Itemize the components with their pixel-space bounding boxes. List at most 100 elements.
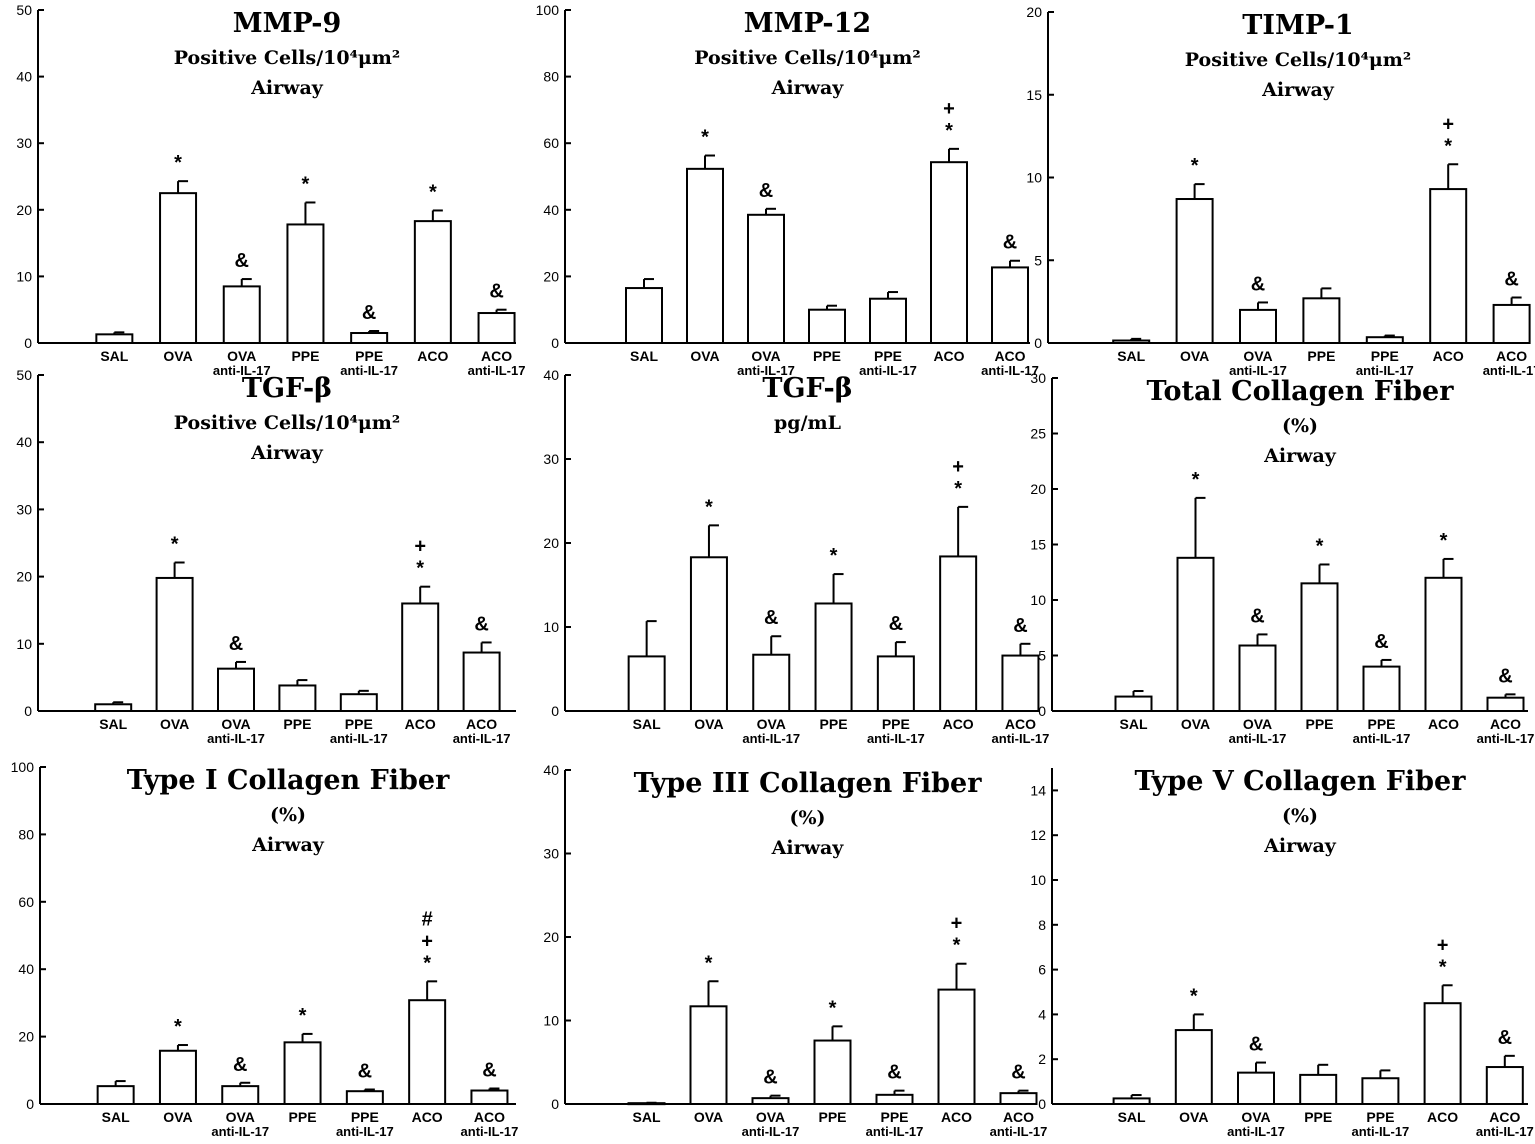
bar — [875, 1093, 914, 1105]
y-tick-label: 10 — [543, 619, 559, 635]
bar — [401, 602, 440, 712]
x-tick-label: PPE — [1304, 1109, 1332, 1125]
y-tick-label: 14 — [1030, 782, 1046, 798]
x-tick-label: PPE — [355, 348, 383, 364]
significance-marker: & — [887, 1062, 901, 1084]
chart-panel: 0 5 10 15 20 TIMP-1 Positive Cells/10⁴μm² Airwa… — [1026, 4, 1535, 378]
x-tick-label: ACO — [417, 348, 448, 364]
significance-marker: * — [829, 997, 837, 1019]
x-tick-label: OVA — [1180, 348, 1209, 364]
significance-marker: * — [174, 152, 182, 174]
bar — [1302, 297, 1341, 345]
y-tick-label: 0 — [551, 335, 559, 351]
bar — [96, 1085, 135, 1106]
y-tick-label: 30 — [543, 846, 559, 862]
chart-subtitle: Airway — [771, 837, 845, 859]
x-tick-label: OVA — [163, 1109, 192, 1125]
x-tick-label: PPE — [1371, 348, 1399, 364]
x-tick-sublabel: anti-IL-17 — [207, 731, 265, 746]
significance-marker: & — [1504, 268, 1518, 290]
chart-panel: 0 10 20 30 40 50 TGF-β Positive Cells/10⁴μm² Air… — [16, 367, 516, 746]
chart-subtitle: Airway — [250, 442, 324, 464]
y-tick-label: 30 — [16, 135, 32, 151]
significance-marker: * — [1316, 535, 1324, 557]
x-tick-label: ACO — [1005, 716, 1036, 732]
x-tick-label: OVA — [694, 716, 723, 732]
significance-marker: & — [1003, 232, 1017, 254]
x-tick-sublabel: anti-IL-17 — [1477, 731, 1535, 746]
x-tick-label: OVA — [227, 348, 256, 364]
significance-marker: * — [1439, 956, 1447, 978]
significance-marker: * — [705, 496, 713, 518]
significance-marker: # — [422, 908, 433, 930]
significance-marker: & — [482, 1059, 496, 1081]
bar — [1362, 665, 1401, 712]
y-tick-label: 100 — [536, 2, 560, 18]
chart-subtitle: Airway — [1263, 835, 1337, 857]
y-tick-label: 20 — [18, 1029, 34, 1045]
y-tick-label: 10 — [16, 268, 32, 284]
significance-marker: & — [358, 1061, 372, 1083]
chart-subtitle: (%) — [1282, 415, 1318, 437]
x-tick-label: OVA — [1243, 716, 1272, 732]
significance-marker: * — [1440, 530, 1448, 552]
x-tick-label: ACO — [941, 1109, 972, 1125]
y-tick-label: 2 — [1038, 1051, 1046, 1067]
significance-marker: + — [1437, 934, 1449, 956]
significance-marker: + — [943, 98, 955, 120]
bar — [1238, 644, 1277, 713]
x-tick-sublabel: anti-IL-17 — [1229, 731, 1287, 746]
x-tick-label: PPE — [291, 348, 319, 364]
y-tick-label: 0 — [1034, 335, 1042, 351]
significance-marker: * — [299, 1005, 307, 1027]
x-tick-label: PPE — [351, 1109, 379, 1125]
chart-subtitle: Airway — [1263, 445, 1337, 467]
x-tick-label: OVA — [1181, 716, 1210, 732]
x-tick-label: ACO — [481, 348, 512, 364]
x-tick-sublabel: anti-IL-17 — [737, 363, 795, 378]
x-tick-label: SAL — [1117, 348, 1145, 364]
y-tick-label: 40 — [543, 367, 559, 383]
chart-panel: 0 20 40 60 80 100 Type I Collagen Fiber (%) Airw… — [11, 759, 519, 1139]
bar — [876, 655, 915, 713]
chart-subtitle: Airway — [250, 77, 324, 99]
bar — [1239, 308, 1277, 344]
y-tick-label: 20 — [543, 268, 559, 284]
significance-marker: & — [489, 281, 503, 303]
x-tick-label: ACO — [1489, 1109, 1520, 1125]
y-tick-label: 0 — [26, 1096, 34, 1112]
chart-title: TIMP-1 — [1242, 10, 1353, 41]
x-tick-label: PPE — [345, 716, 373, 732]
x-tick-sublabel: anti-IL-17 — [453, 731, 511, 746]
x-tick-label: PPE — [880, 1109, 908, 1125]
chart-subtitle: Positive Cells/10⁴μm² — [174, 47, 400, 69]
y-tick-label: 6 — [1038, 962, 1046, 978]
x-tick-label: PPE — [874, 348, 902, 364]
y-tick-label: 30 — [1030, 370, 1046, 386]
significance-marker: + — [414, 536, 426, 558]
y-tick-label: 0 — [24, 335, 32, 351]
x-tick-label: SAL — [633, 1109, 661, 1125]
x-tick-sublabel: anti-IL-17 — [866, 1124, 924, 1139]
bar — [813, 1039, 852, 1106]
x-tick-sublabel: anti-IL-17 — [1227, 1124, 1285, 1139]
x-tick-label: OVA — [757, 716, 786, 732]
y-tick-label: 80 — [543, 69, 559, 85]
y-tick-label: 30 — [16, 501, 32, 517]
x-tick-label: SAL — [633, 716, 661, 732]
bar — [1176, 556, 1215, 712]
y-tick-label: 0 — [551, 703, 559, 719]
bar — [286, 223, 325, 344]
significance-marker: & — [759, 180, 773, 202]
x-tick-sublabel: anti-IL-17 — [468, 363, 526, 378]
significance-marker: * — [701, 127, 709, 149]
y-tick-label: 25 — [1030, 426, 1046, 442]
y-tick-label: 30 — [543, 451, 559, 467]
chart-panel: 0 10 20 30 40 50 MMP-9 Positive Cells/10⁴μm² Air… — [16, 2, 525, 378]
x-tick-label: OVA — [690, 348, 719, 364]
x-tick-label: SAL — [99, 716, 127, 732]
bar — [808, 308, 846, 345]
x-tick-label: PPE — [283, 716, 311, 732]
bar — [222, 285, 261, 345]
